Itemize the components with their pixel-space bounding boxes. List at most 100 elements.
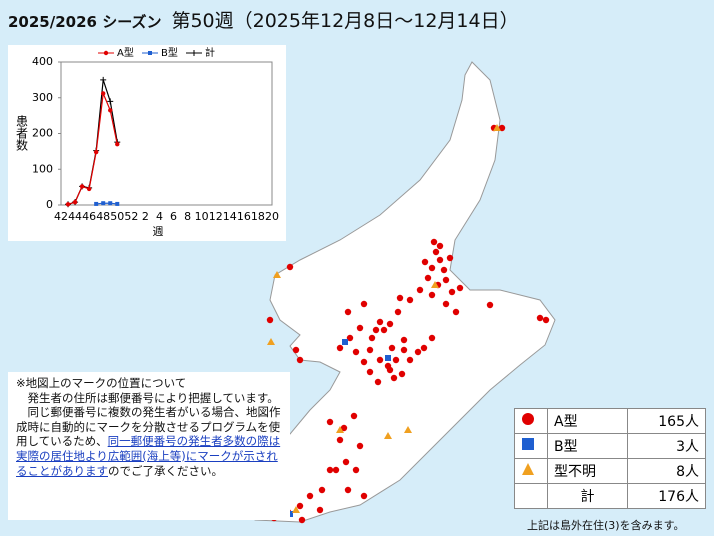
point	[107, 98, 114, 105]
x-tick-label: 10	[195, 210, 209, 223]
x-tick-label: 6	[170, 210, 177, 223]
a-marker	[430, 238, 438, 246]
x-tick-label: 44	[68, 210, 82, 223]
x-axis-label: 週	[153, 225, 164, 238]
x-tick-label: 12	[209, 210, 223, 223]
a-marker	[336, 344, 344, 352]
a-marker	[394, 308, 402, 316]
a-marker	[432, 248, 440, 256]
unknown-marker	[404, 426, 412, 433]
a-marker	[414, 348, 422, 356]
a-marker	[396, 294, 404, 302]
a-marker	[296, 502, 304, 510]
a-marker	[452, 308, 460, 316]
x-tick-label: 42	[54, 210, 68, 223]
a-marker	[296, 356, 304, 364]
point	[86, 186, 92, 192]
point	[101, 201, 106, 206]
a-marker	[542, 316, 550, 324]
a-marker	[400, 336, 408, 344]
note-text: 発生者の住所は郵便番号により把握しています。	[16, 390, 279, 405]
a-marker	[498, 124, 506, 132]
point	[108, 108, 113, 113]
unknown-marker	[493, 124, 501, 131]
a-marker	[326, 466, 334, 474]
a-marker	[374, 378, 382, 386]
a-marker	[456, 284, 464, 292]
label: A型	[547, 408, 628, 434]
y-tick-label: 400	[32, 55, 53, 68]
note-link[interactable]: 同一郵便番号の発生者多数の際は実際の居住地より広範囲(海上等)にマークが示される…	[16, 434, 281, 478]
unknown-marker	[336, 426, 344, 433]
b-marker	[287, 511, 293, 517]
a-marker	[352, 466, 360, 474]
a-marker	[440, 266, 448, 274]
x-tick-label: 52	[124, 210, 138, 223]
a-marker	[356, 324, 364, 332]
week: 第50週（2025年12月8日～12月14日）	[171, 10, 519, 32]
a-marker	[428, 264, 436, 272]
count: 176人	[626, 483, 707, 509]
y-tick-label: 200	[32, 127, 53, 140]
point	[100, 76, 107, 83]
footnote: 上記は島外在住(3)を含みます。	[527, 519, 685, 532]
a-marker	[344, 486, 352, 494]
note-title: ※地図上のマークの位置について	[16, 376, 187, 390]
note-text: 同じ郵便番号に複数の発生者がいる場合、地図作成時に自動的にマークを分散させるプロ…	[16, 405, 281, 449]
a-marker	[316, 506, 324, 514]
b-marker	[342, 339, 348, 345]
a-marker	[336, 436, 344, 444]
y-axis-label: 患者数	[15, 115, 29, 152]
point	[115, 142, 120, 147]
a-marker	[446, 254, 454, 262]
x-tick-label: 2	[142, 210, 149, 223]
case-markers	[250, 124, 550, 524]
a-marker	[292, 346, 300, 354]
legend-label: 計	[205, 46, 215, 59]
x-tick-label: 14	[223, 210, 237, 223]
a-marker	[486, 301, 494, 309]
x-tick-label: 4	[156, 210, 163, 223]
count: 165人	[626, 408, 707, 434]
a-marker	[376, 356, 384, 364]
a-marker	[326, 418, 334, 426]
point	[94, 201, 99, 206]
series-line	[67, 91, 118, 205]
legend-label: B型	[161, 46, 178, 59]
a-marker	[428, 291, 436, 299]
note-text: のでご了承ください。	[108, 463, 223, 478]
a-marker	[416, 286, 424, 294]
island	[247, 61, 556, 523]
a-marker	[442, 276, 450, 284]
unknown-marker	[292, 506, 300, 513]
x-tick-label: 50	[110, 210, 124, 223]
legend-table: A型 165人 B型 3人 型不明 8人 計 176人	[514, 408, 707, 509]
a-marker	[340, 424, 348, 432]
a-marker	[360, 358, 368, 366]
x-tick-label: 48	[96, 210, 110, 223]
b-marker	[385, 355, 391, 361]
a-marker	[356, 442, 364, 450]
x-tick-label: 20	[265, 210, 279, 223]
a-marker	[400, 346, 408, 354]
a-marker	[368, 334, 376, 342]
label: 計	[547, 483, 628, 509]
point	[93, 149, 99, 155]
x-tick-label: 46	[82, 210, 96, 223]
a-marker	[442, 300, 450, 308]
x-tick-label: 8	[184, 210, 191, 223]
a-marker	[421, 258, 429, 266]
label: 型不明	[547, 458, 628, 484]
season: 2025/2026 シーズン	[8, 13, 162, 31]
a-marker	[420, 344, 428, 352]
a-marker	[366, 368, 374, 376]
a-marker	[376, 318, 384, 326]
a-marker	[436, 242, 444, 250]
x-tick-label: 16	[237, 210, 251, 223]
point	[65, 202, 71, 207]
plot-frame	[60, 61, 273, 206]
a-marker	[306, 492, 314, 500]
count: 3人	[626, 433, 707, 459]
